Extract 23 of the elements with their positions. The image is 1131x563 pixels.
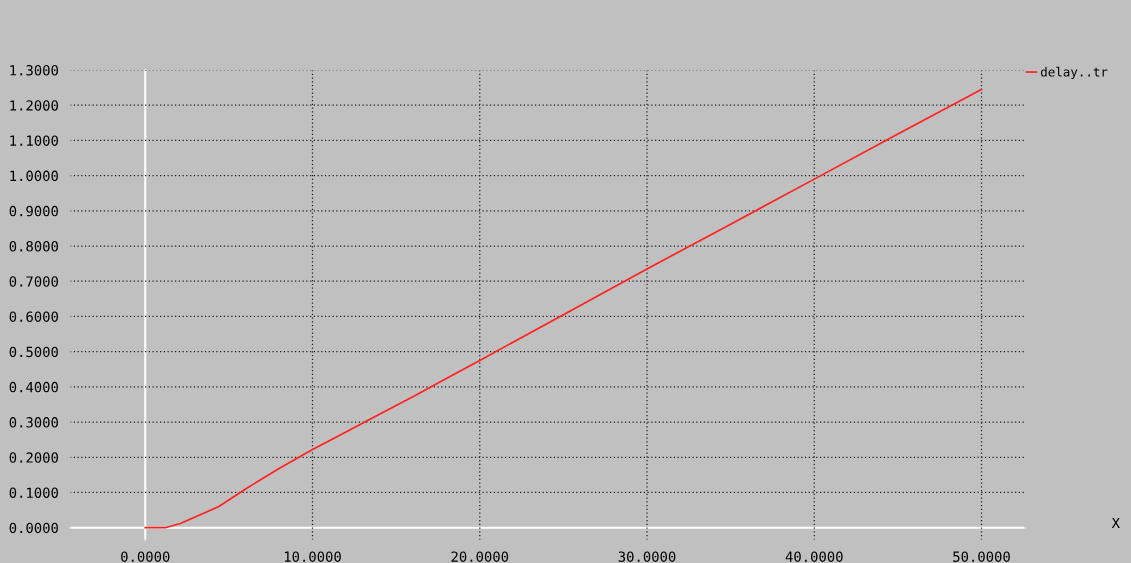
x-tick-label: 20.0000 [451,551,509,562]
y-tick-label: 1.0000 [10,170,58,182]
x-tick-label: 10.0000 [284,551,341,562]
y-tick-label: 0.7000 [9,276,58,287]
y-tick-label: 1.1000 [10,135,58,146]
x-tick-label: 50.0000 [953,551,1010,562]
y-tick-label: 0.1000 [9,487,58,498]
x-tick-label: 30.0000 [618,551,676,562]
y-tick-label: 0.0000 [9,522,58,534]
x-tick-label: 0.0000 [121,551,170,562]
text: X [1111,517,1120,529]
y-tick-label: 1.2000 [10,100,58,111]
y-tick-label: 0.4000 [9,381,58,393]
legend-label: delay..tr [1040,66,1108,80]
y-tick-label: 0.6000 [9,311,58,322]
x-tick-label: 40.0000 [785,551,843,562]
y-tick-label: 0.9000 [9,205,58,217]
y-tick-label: 0.2000 [9,452,58,463]
y-tick-label: 0.3000 [9,417,58,428]
y-tick-label: 1.3000 [10,65,58,76]
y-tick-label: 0.8000 [9,241,58,252]
y-tick-label: 0.5000 [9,346,58,358]
line-series [144,88,983,529]
